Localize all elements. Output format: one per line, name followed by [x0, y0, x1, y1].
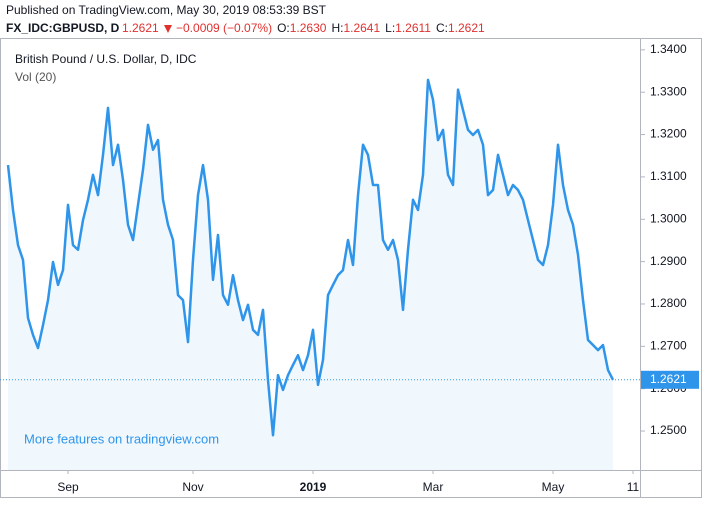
y-tick-label: 1.3200 [650, 127, 687, 141]
y-tick-label: 1.3100 [650, 169, 687, 183]
y-tick-label: 1.3000 [650, 211, 687, 225]
x-tick-label: 11 [627, 480, 640, 494]
last-quote: 1.2621 [122, 21, 159, 35]
x-tick-label: 2019 [300, 480, 327, 494]
watermark-link[interactable]: More features on tradingview.com [24, 431, 219, 446]
published-note: Published on TradingView.com, May 30, 20… [6, 3, 327, 17]
y-tick-label: 1.2800 [650, 296, 687, 310]
x-tick-label: Sep [57, 480, 79, 494]
y-tick-label: 1.3400 [650, 42, 687, 56]
ohlc-key: C: [436, 21, 448, 35]
ohlc-value: 1.2621 [448, 21, 485, 35]
chart-subtitle: Vol (20) [15, 70, 56, 84]
ohlc-key: L: [385, 21, 395, 35]
ohlc-value: 1.2630 [290, 21, 327, 35]
ohlc-value: 1.2611 [395, 21, 431, 35]
symbol: FX_IDC:GBPUSD, D [6, 21, 120, 35]
ohlc-value: 1.2641 [343, 21, 380, 35]
quote-line: FX_IDC:GBPUSD, D 1.2621 −0.0009 (−0.07%)… [6, 21, 485, 35]
y-tick-label: 1.2700 [650, 339, 687, 353]
ohlc-key: H: [331, 21, 343, 35]
y-tick-label: 1.2500 [650, 423, 687, 437]
chart-frame [0, 38, 702, 498]
x-tick-label: Mar [423, 480, 444, 494]
y-tick-label: 1.3300 [650, 84, 687, 98]
change: −0.0009 (−0.07%) [176, 21, 272, 35]
last-price-label: 1.2621 [650, 372, 687, 386]
ohlc-key: O: [277, 21, 290, 35]
chart-title: British Pound / U.S. Dollar, D, IDC [15, 52, 197, 66]
y-tick-label: 1.2900 [650, 254, 687, 268]
last-price-box [641, 370, 699, 389]
x-tick-label: May [542, 480, 565, 494]
price-line [6, 78, 615, 437]
x-tick-label: Nov [182, 480, 203, 494]
area-fill [8, 79, 613, 470]
down-arrow [164, 25, 172, 33]
